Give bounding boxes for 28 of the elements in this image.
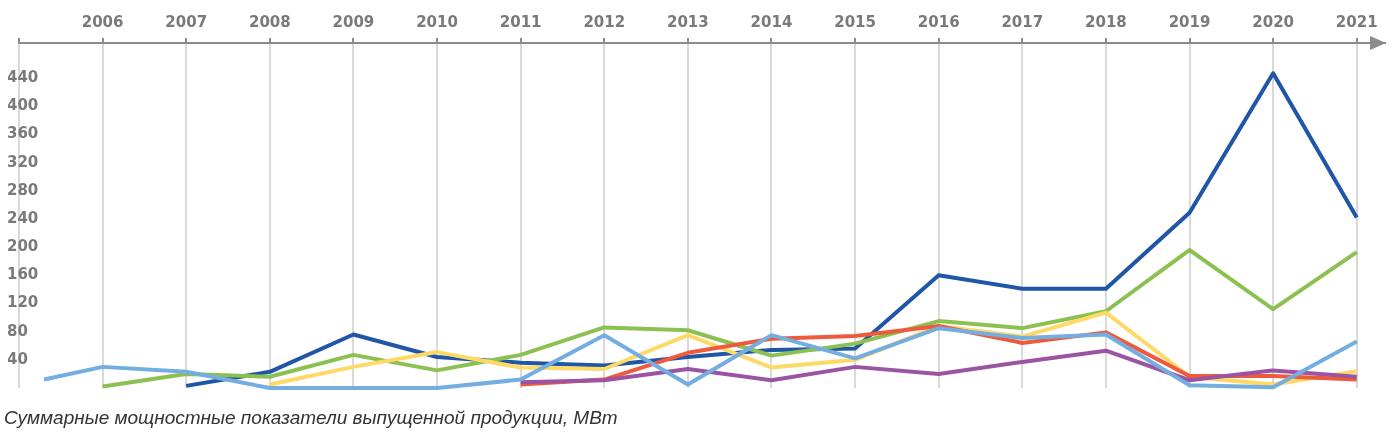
y-tick-label: 160 — [7, 265, 39, 284]
x-tick-label: 2009 — [332, 12, 375, 31]
y-tick-label: 40 — [7, 349, 28, 368]
y-tick-label: 440 — [7, 68, 39, 87]
x-tick-label: 2013 — [666, 12, 709, 31]
y-tick-label: 120 — [7, 293, 39, 312]
y-tick-label: 80 — [7, 321, 28, 340]
x-tick-label: 2008 — [248, 12, 291, 31]
x-tick-label: 2017 — [1001, 12, 1044, 31]
y-tick-label: 280 — [7, 180, 39, 199]
x-tick-label: 2019 — [1168, 12, 1211, 31]
x-tick-label: 2012 — [583, 12, 626, 31]
x-tick-label: 2011 — [499, 12, 542, 31]
x-tick-label: 2006 — [81, 12, 124, 31]
x-tick-label: 2018 — [1085, 12, 1127, 31]
x-tick-label: 2021 — [1335, 12, 1378, 31]
x-tick-label: 2016 — [917, 12, 960, 31]
text: Суммарные мощностные показатели выпущенной продукции, МВт — [4, 407, 619, 429]
y-tick-label: 400 — [7, 96, 39, 115]
x-tick-label: 2020 — [1252, 12, 1294, 31]
y-tick-label: 360 — [7, 124, 39, 143]
y-tick-label: 240 — [7, 208, 39, 227]
y-tick-label: 320 — [7, 152, 39, 171]
x-tick-label: 2010 — [416, 12, 458, 31]
x-tick-label: 2014 — [750, 12, 793, 31]
x-tick-label: 2015 — [834, 12, 876, 31]
y-tick-label: 200 — [7, 237, 39, 256]
x-tick-label: 2007 — [165, 12, 208, 31]
